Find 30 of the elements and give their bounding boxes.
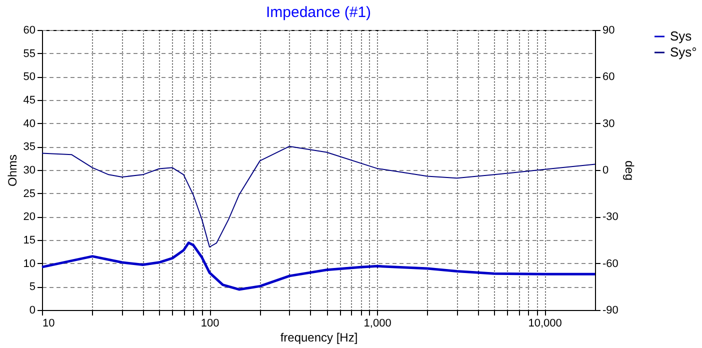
y2-tick-label: 0 (602, 164, 609, 176)
y2-tick-label: -90 (602, 304, 618, 316)
y-tick-label: 15 (23, 234, 36, 246)
y2-tick-label: 60 (602, 71, 615, 84)
y-axis-title: Ohms (5, 154, 20, 187)
y-tick-label: 60 (23, 24, 36, 36)
y2-axis-title: deg (622, 160, 636, 181)
x-axis-title: frequency [Hz] (280, 330, 358, 344)
y-tick-label: 5 (29, 281, 36, 294)
x-tick-label: 100 (200, 318, 220, 330)
y-tick-label: 55 (23, 48, 36, 60)
x-tick-label: 10,000 (528, 318, 562, 330)
y-tick-label: 40 (23, 118, 36, 130)
y2-tick-label: -30 (602, 211, 618, 224)
y2-tick-label: -60 (602, 258, 618, 270)
y-tick-label: 45 (23, 94, 36, 106)
y-tick-label: 30 (23, 164, 36, 176)
legend-label: Sys° (670, 44, 697, 60)
x-tick-label: 1,000 (364, 318, 392, 330)
y2-tick-label: 90 (602, 24, 615, 36)
y-tick-label: 0 (29, 304, 36, 316)
chart-title: Impedance (#1) (266, 4, 372, 21)
y2-tick-label: 30 (602, 118, 615, 130)
y-tick-label: 25 (23, 188, 36, 200)
legend-label: Sys (670, 28, 692, 44)
y-tick-label: 35 (23, 141, 36, 154)
y-tick-label: 50 (23, 71, 36, 84)
y-tick-label: 10 (23, 258, 36, 270)
y-tick-label: 20 (23, 211, 36, 224)
x-tick-label: 10 (42, 318, 55, 330)
